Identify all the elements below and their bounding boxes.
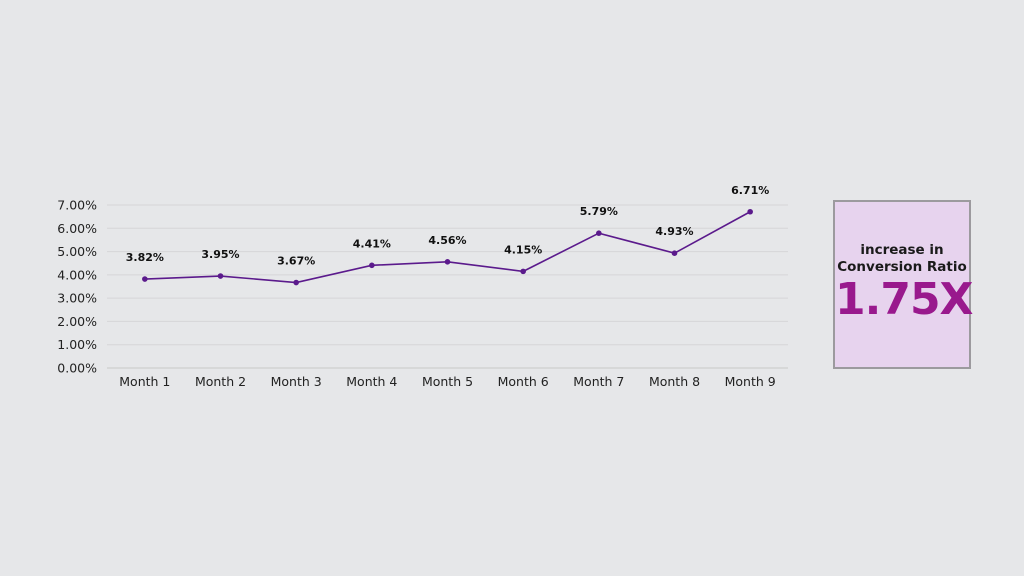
kpi-caption: increase in Conversion Ratio	[835, 242, 969, 276]
data-label: 4.93%	[655, 225, 693, 238]
data-point	[596, 230, 602, 236]
data-point	[444, 259, 451, 265]
y-tick-label: 1.00%	[57, 337, 97, 352]
line-chart: 0.00% 1.00% 2.00% 3.00% 4.00% 5.00% 6.00% 7.00%…	[57, 184, 788, 389]
x-tick-label: Month 2	[195, 374, 246, 389]
data-point	[217, 273, 224, 279]
y-tick-label: 7.00%	[57, 198, 97, 213]
y-tick-label: 6.00%	[57, 221, 97, 236]
y-tick-label: 3.00%	[57, 291, 97, 306]
x-tick-label: Month 3	[271, 374, 322, 389]
data-point	[520, 268, 526, 275]
kpi-value: 1.75X	[835, 274, 973, 325]
data-label: 4.56%	[428, 234, 466, 247]
data-point	[671, 250, 678, 257]
y-tick-label: 4.00%	[57, 267, 97, 282]
kpi-caption-line1: increase in	[860, 242, 944, 258]
kpi-card: increase in Conversion Ratio 1.75X	[833, 200, 973, 369]
kpi-caption-line2: Conversion Ratio	[837, 259, 967, 275]
data-point	[369, 262, 375, 269]
data-label: 3.82%	[126, 251, 164, 264]
x-tick-label: Month 1	[119, 374, 170, 389]
x-tick-label: Month 5	[422, 374, 473, 389]
x-tick-label: Month 6	[498, 374, 549, 389]
data-label: 5.79%	[580, 205, 618, 218]
data-label: 3.67%	[277, 255, 315, 268]
y-tick-label: 0.00%	[57, 361, 97, 376]
y-tick-label: 5.00%	[57, 244, 97, 259]
x-tick-label: Month 4	[346, 374, 397, 389]
data-label: 4.15%	[504, 243, 542, 256]
data-label: 3.95%	[201, 248, 239, 261]
data-point	[142, 276, 148, 282]
y-tick-label: 2.00%	[57, 314, 97, 329]
data-label: 6.71%	[731, 184, 769, 197]
data-label: 4.41%	[353, 237, 391, 250]
data-point	[747, 208, 753, 215]
x-tick-label: Month 7	[573, 374, 624, 389]
x-tick-label: Month 9	[725, 374, 776, 389]
data-point	[293, 279, 299, 286]
x-tick-label: Month 8	[649, 374, 700, 389]
